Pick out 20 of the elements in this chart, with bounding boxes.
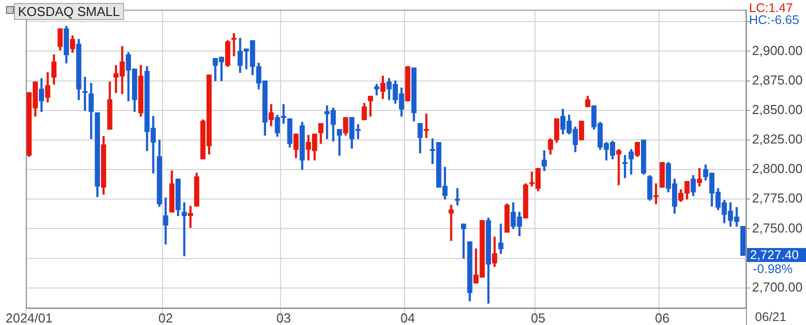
y-tick-label: 2,800.00	[752, 161, 803, 176]
chart-title: KOSDAQ SMALL	[14, 3, 124, 20]
text: LC:1.47	[749, 1, 793, 15]
y-tick-label: 2,775.00	[752, 190, 803, 206]
text: 06/21	[755, 310, 786, 324]
x-tick-label: 2024/01	[6, 310, 53, 325]
y-tick-label: 2,850.00	[752, 102, 803, 117]
y-tick-label: 2,825.00	[752, 132, 803, 147]
text: 2,727.40	[747, 248, 806, 262]
x-tick-label: 02	[158, 310, 173, 325]
y-tick-label: 2,900.00	[752, 42, 803, 58]
y-tick-label: 2,750.00	[752, 220, 803, 236]
y-tick-label: 2,700.00	[752, 279, 803, 294]
text: HC:-6.65	[749, 13, 800, 27]
x-tick-label: 03	[276, 310, 291, 325]
x-tick-label: 05	[530, 310, 546, 325]
x-tick-label: 04	[400, 310, 415, 325]
text: -0.98%	[753, 262, 793, 276]
y-tick-label: 2,875.00	[752, 72, 803, 88]
x-tick-label: 06	[654, 310, 670, 325]
